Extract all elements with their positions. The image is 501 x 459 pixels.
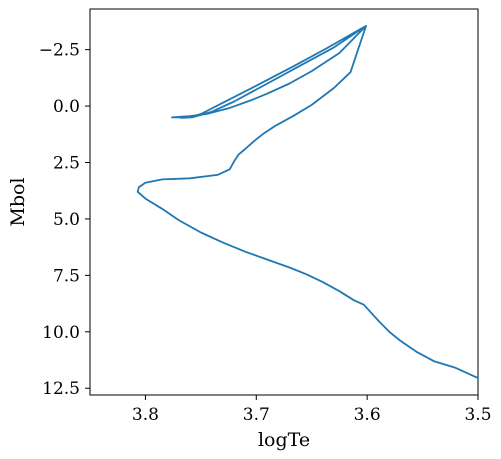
y-tick-label: −2.5 — [39, 41, 80, 61]
y-tick-label: 0.0 — [53, 97, 80, 117]
x-tick-label: 3.8 — [132, 405, 159, 425]
x-tick-label: 3.7 — [243, 405, 270, 425]
y-tick-label: 2.5 — [53, 153, 80, 173]
series-line — [136, 25, 479, 379]
x-axis-ticks: 3.8 3.7 3.6 3.5 — [132, 395, 492, 425]
y-tick-label: 7.5 — [53, 266, 80, 286]
x-tick-label: 3.6 — [354, 405, 381, 425]
plot-frame — [89, 8, 479, 396]
y-tick-label: 12.5 — [42, 379, 80, 399]
y-axis-ticks: −2.5 0.0 2.5 5.0 7.5 10.0 12.5 — [39, 41, 90, 399]
x-tick-label: 3.5 — [464, 405, 491, 425]
x-axis-label: logTe — [258, 429, 310, 451]
y-tick-label: 5.0 — [53, 210, 80, 230]
y-tick-label: 10.0 — [42, 323, 80, 343]
y-axis-label: Mbol — [7, 177, 29, 226]
